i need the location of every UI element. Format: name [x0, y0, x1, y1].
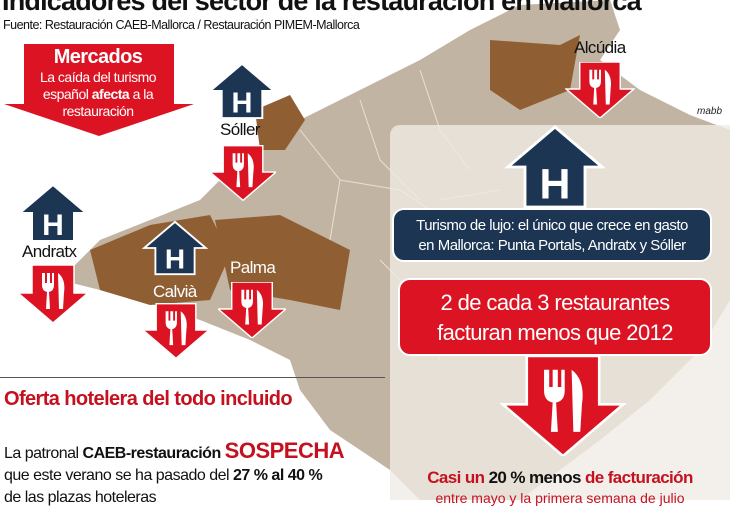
hotel-text: que este verano se ha pasado del — [4, 467, 234, 484]
andratx-label: Andratx — [22, 242, 77, 261]
hotel-bold: 27 % al 40 % — [233, 467, 323, 484]
andratx-hotel-icon — [18, 183, 88, 243]
hotel-heading: Oferta hotelera del todo incluido — [4, 388, 293, 410]
calvia-label: Calvià — [153, 282, 197, 301]
alcudia-label: Alcúdia — [574, 38, 626, 57]
alcudia-region — [490, 35, 580, 110]
palma-restaurant-icon — [218, 282, 286, 338]
restaurants-box: 2 de cada 3 restaurantes facturan menos … — [398, 278, 712, 356]
soller-region — [255, 95, 305, 150]
divider — [0, 377, 385, 378]
calvia-hotel-icon — [142, 220, 208, 276]
mercados-line: La caída del turismo — [39, 69, 157, 85]
credit: mabb — [697, 106, 723, 117]
luxury-hotel-icon — [505, 124, 605, 210]
revenue-text: Casi un — [427, 468, 489, 487]
luxury-line: en Mallorca: Punta Portals, Andratx y Só… — [418, 237, 686, 254]
mercados-line: a la — [129, 86, 154, 102]
hotel-text: de las plazas hoteleras — [4, 489, 157, 506]
mercados-callout: Mercados La caída del turismo español af… — [4, 44, 192, 120]
soller-label: Sóller — [220, 120, 260, 139]
revenue-text: de facturación — [580, 468, 693, 487]
revenue-subtext: entre mayo y la primera semana de julio — [435, 490, 685, 506]
hotel-text: La patronal — [4, 445, 83, 462]
mercados-line: restauración — [62, 103, 134, 119]
mercados-line: español — [42, 86, 92, 102]
soller-hotel-icon — [208, 62, 276, 120]
luxury-tourism-box: Turismo de lujo: el único que crece en g… — [392, 208, 712, 262]
restaurants-line: facturan menos que 2012 — [437, 320, 673, 345]
mercados-heading: Mercados — [53, 46, 143, 68]
hotel-paragraph: La patronal CAEB-restauración SOSPECHA q… — [4, 440, 394, 509]
palma-label: Palma — [230, 258, 276, 277]
hotel-bold: CAEB-restauración — [82, 445, 222, 462]
restaurants-line: 2 de cada 3 restaurantes — [440, 290, 671, 315]
source-text: Fuente: Restauración CAEB-Mallorca / Res… — [3, 18, 360, 32]
alcudia-restaurant-icon — [565, 62, 635, 118]
big-restaurant-arrow-icon — [485, 356, 641, 456]
page-title: Indicadores del sector de la restauració… — [2, 0, 642, 16]
calvia-restaurant-icon — [143, 302, 209, 360]
mercados-bold: afecta — [91, 86, 130, 102]
luxury-line: Turismo de lujo: el único que crece en g… — [416, 217, 688, 234]
mercados-arrow-icon — [4, 44, 194, 136]
revenue-headline: Casi un 20 % menos de facturación — [390, 468, 730, 488]
revenue-bold: 20 % menos — [488, 468, 582, 487]
soller-restaurant-icon — [210, 145, 276, 201]
hotel-highlight: SOSPECHA — [224, 438, 345, 463]
andratx-restaurant-icon — [18, 265, 88, 323]
